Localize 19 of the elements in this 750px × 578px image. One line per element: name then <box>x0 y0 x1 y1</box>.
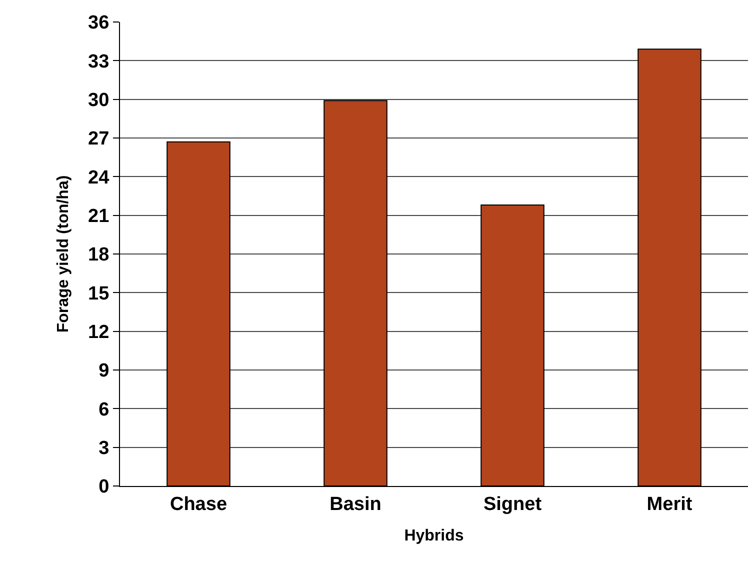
y-tick-label: 12 <box>88 322 110 343</box>
y-tick-label: 0 <box>98 476 110 498</box>
y-tick-label: 33 <box>88 51 110 72</box>
y-tick-label: 15 <box>88 283 110 304</box>
x-tick-label: Merit <box>646 494 693 515</box>
x-tick-label: Signet <box>483 494 542 515</box>
y-tick-label: 18 <box>88 244 110 266</box>
x-tick-label: Chase <box>170 494 228 515</box>
x-axis-title: Hybrids <box>404 528 464 544</box>
y-tick-label: 24 <box>88 167 110 188</box>
y-tick-label: 6 <box>98 399 110 420</box>
y-tick-label: 36 <box>88 12 110 34</box>
y-tick-label: 9 <box>98 360 110 382</box>
y-tick-label: 21 <box>88 206 110 227</box>
x-tick-label: Basin <box>330 494 382 515</box>
y-tick-label: 3 <box>98 438 110 459</box>
y-tick-label: 30 <box>88 90 110 111</box>
y-axis-title: Forage yield (ton/ha) <box>54 175 72 333</box>
y-tick-label: 27 <box>88 128 110 150</box>
